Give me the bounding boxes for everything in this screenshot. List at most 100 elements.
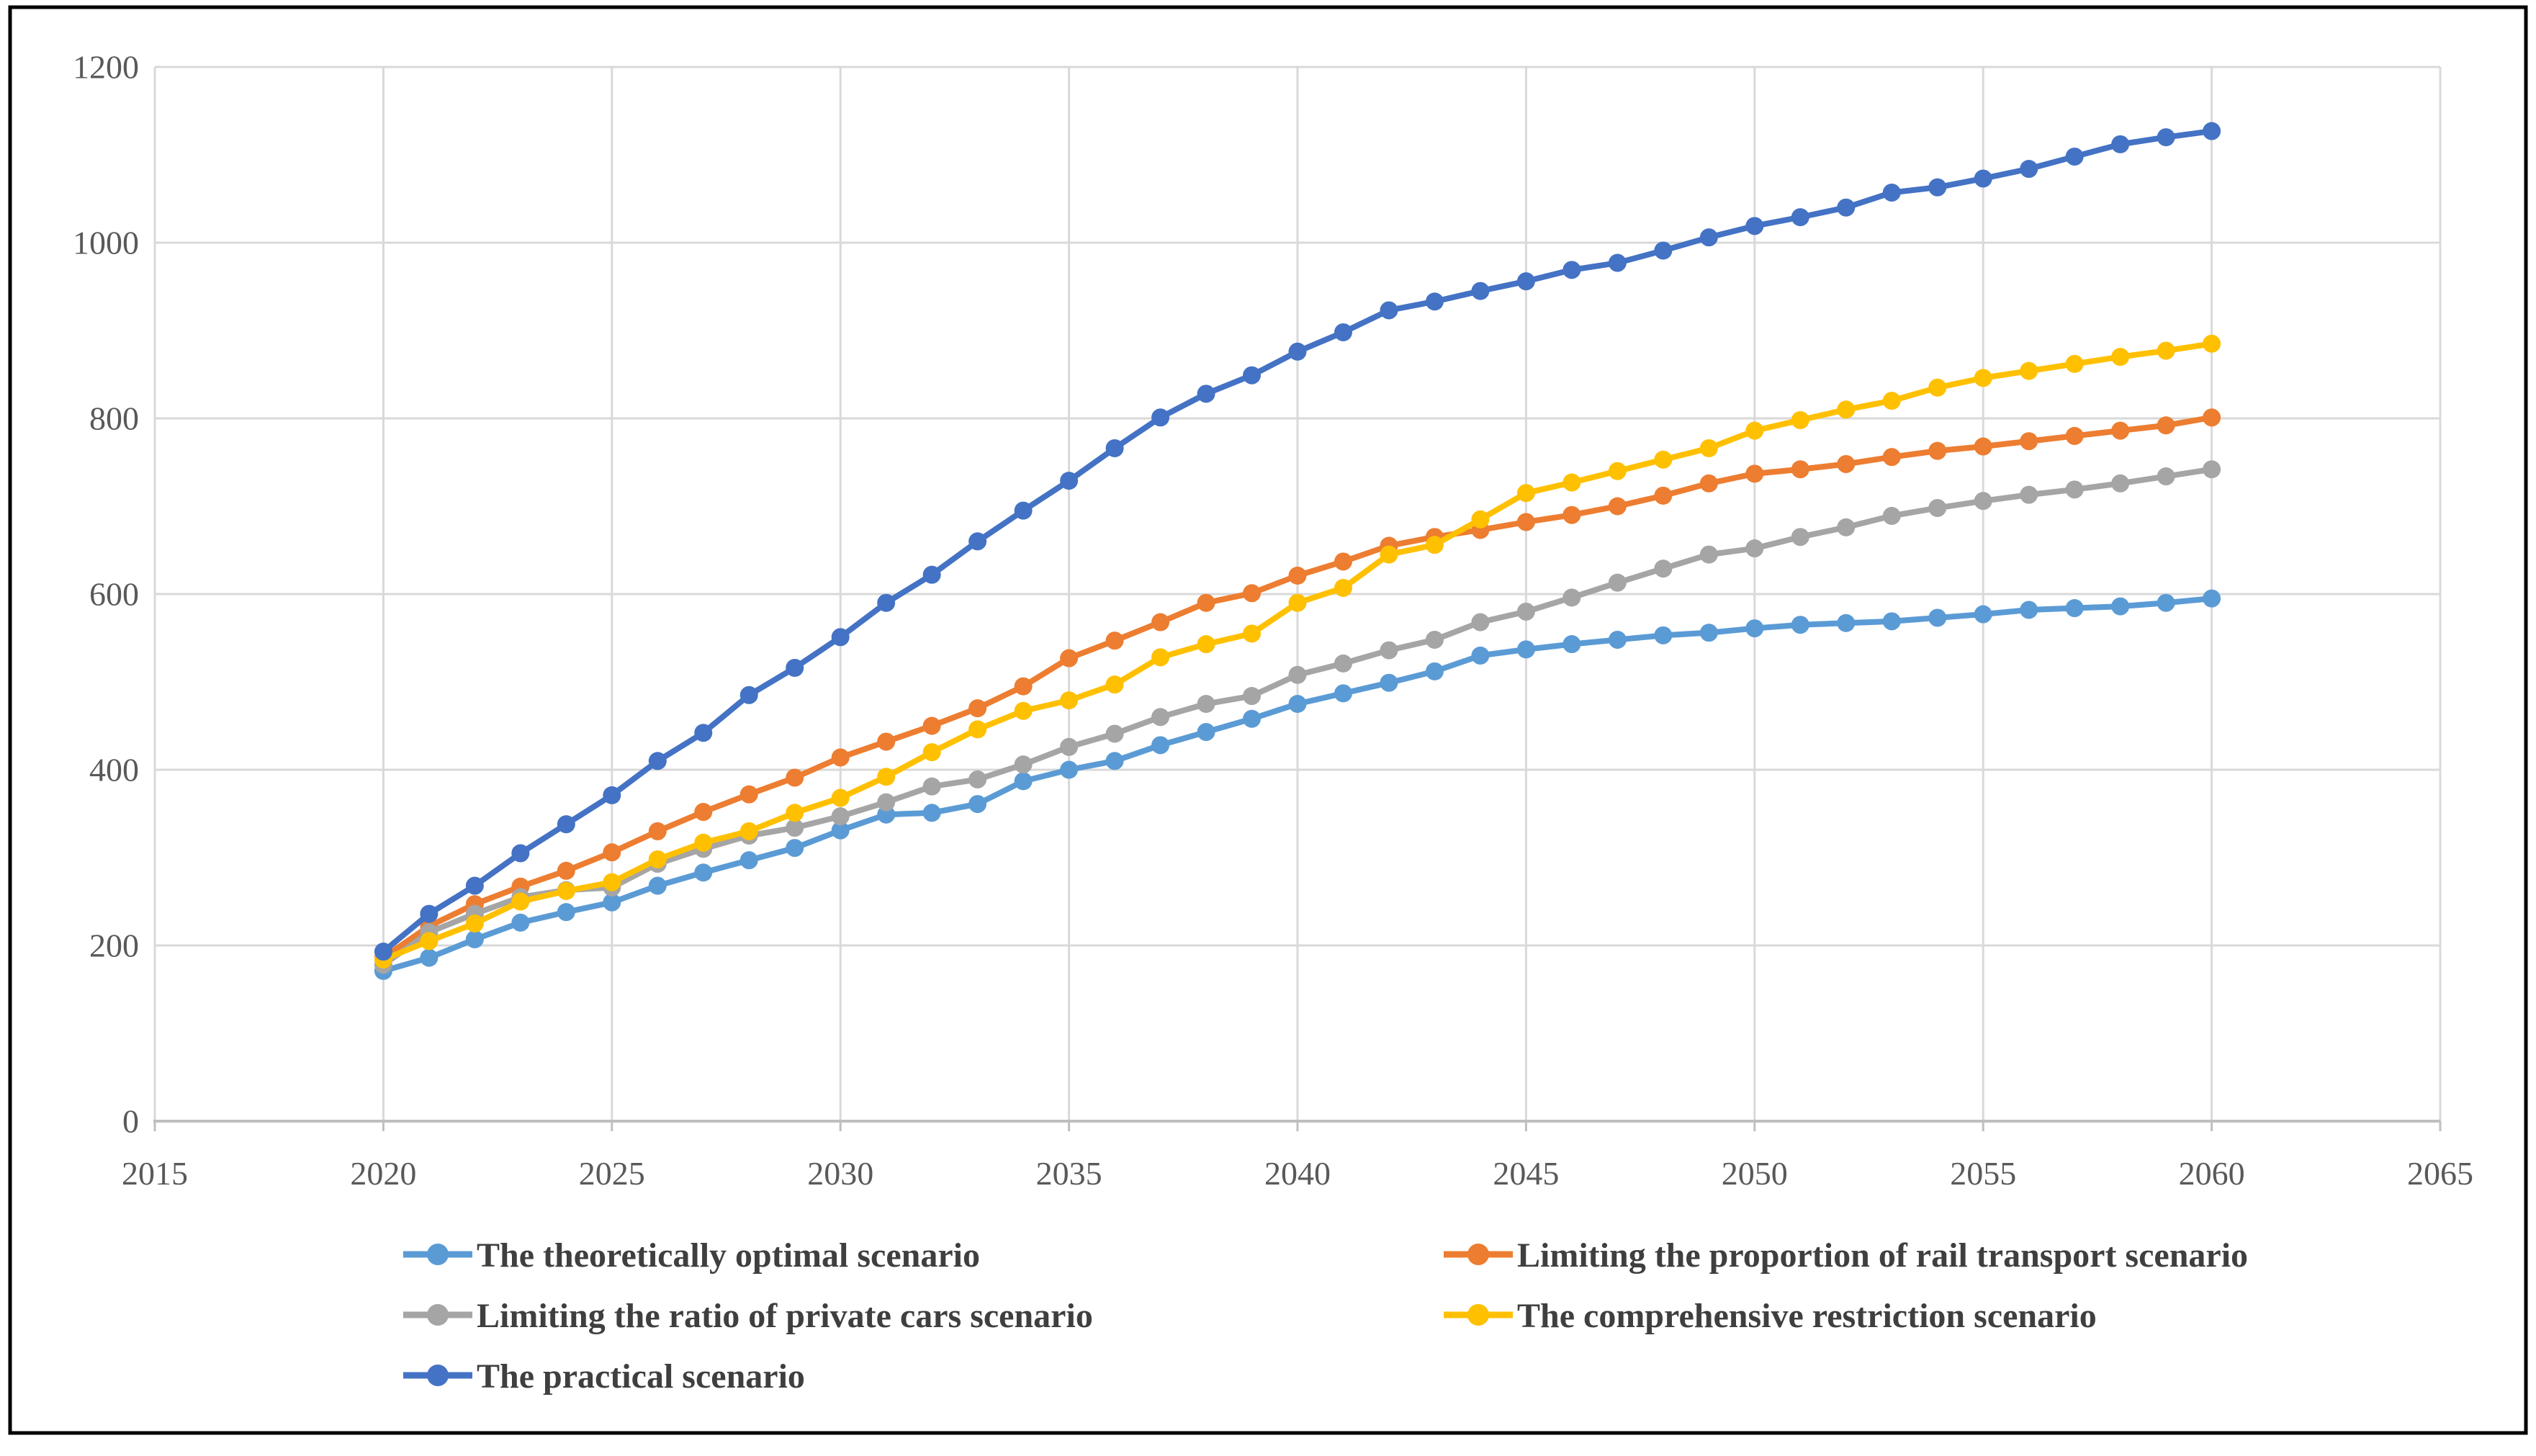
series-0-point-2052 [1837, 614, 1856, 632]
series-4-point-2042 [1380, 301, 1398, 320]
x-axis-tick-label-2025: 2025 [579, 1155, 645, 1192]
series-2-point-2038 [1197, 695, 1215, 713]
series-4-point-2033 [968, 532, 987, 551]
series-2-point-2056 [2020, 485, 2038, 504]
series-1-point-2026 [648, 822, 667, 840]
series-1-point-2058 [2111, 421, 2130, 440]
series-4-point-2053 [1882, 183, 1901, 202]
figure-border [8, 5, 2528, 1435]
series-1-point-2045 [1516, 513, 1535, 531]
series-3-point-2037 [1151, 648, 1170, 667]
series-4-point-2060 [2203, 122, 2221, 140]
series-4-point-2023 [511, 844, 530, 863]
series-1-point-2037 [1151, 613, 1170, 632]
series-4-point-2020 [374, 943, 392, 961]
series-4-point-2051 [1791, 208, 1809, 227]
series-4-point-2057 [2065, 147, 2084, 166]
series-2-point-2041 [1334, 654, 1352, 673]
series-1-point-2047 [1608, 497, 1627, 516]
series-0-point-2043 [1425, 662, 1444, 680]
series-0-point-2027 [694, 863, 713, 882]
series-4-point-2026 [648, 752, 667, 770]
series-3-point-2047 [1608, 462, 1627, 480]
y-axis-tick-label-1000: 1000 [73, 225, 139, 261]
series-3-point-2044 [1471, 510, 1490, 529]
series-3-point-2029 [786, 804, 804, 822]
series-1-point-2032 [922, 716, 941, 735]
series-0-point-2030 [831, 821, 850, 840]
series-3-point-2052 [1837, 400, 1856, 419]
series-4-point-2047 [1608, 253, 1627, 272]
series-1-point-2030 [831, 748, 850, 767]
series-1-point-2048 [1654, 486, 1673, 505]
series-0-point-2031 [877, 805, 896, 824]
legend-marker-dot-4 [427, 1365, 449, 1386]
series-4-point-2025 [603, 786, 621, 804]
series-3-point-2049 [1699, 439, 1718, 457]
series-1-point-2046 [1562, 505, 1581, 524]
series-1-point-2041 [1334, 552, 1352, 571]
series-0-point-2032 [922, 804, 941, 822]
series-4-point-2044 [1471, 282, 1490, 300]
series-4-point-2058 [2111, 135, 2130, 153]
series-3-point-2060 [2203, 334, 2221, 353]
series-4-point-2046 [1562, 261, 1581, 279]
series-1-point-2060 [2203, 408, 2221, 427]
x-axis-tick-label-2045: 2045 [1493, 1155, 1559, 1192]
series-0-point-2029 [786, 839, 804, 858]
series-1-point-2056 [2020, 432, 2038, 451]
series-2-point-2045 [1516, 602, 1535, 621]
series-3-point-2050 [1745, 421, 1764, 440]
series-2-point-2059 [2157, 467, 2175, 486]
series-2-point-2047 [1608, 573, 1627, 592]
series-2-point-2042 [1380, 641, 1398, 660]
series-4-point-2054 [1928, 178, 1947, 197]
series-2-point-2055 [1974, 492, 1992, 511]
legend-marker-dot-2 [427, 1304, 449, 1326]
series-0-point-2047 [1608, 630, 1627, 649]
series-3-point-2028 [739, 822, 758, 840]
series-1-point-2027 [694, 803, 713, 822]
series-4-point-2041 [1334, 323, 1352, 341]
series-0-point-2057 [2065, 599, 2084, 618]
legend-item-1: Limiting the proportion of rail transpor… [1444, 1236, 2248, 1275]
legend-marker-dot-0 [427, 1244, 449, 1265]
series-4-point-2037 [1151, 408, 1170, 427]
y-axis-tick-label-200: 200 [89, 927, 139, 964]
series-3-point-2040 [1288, 593, 1307, 612]
series-3-point-2041 [1334, 578, 1352, 597]
series-1-point-2031 [877, 732, 896, 751]
x-axis-tick-label-2060: 2060 [2179, 1155, 2245, 1192]
series-3-point-2024 [557, 881, 575, 900]
series-4-point-2039 [1243, 366, 1262, 385]
series-3-point-2057 [2065, 354, 2084, 373]
x-axis-tick-label-2040: 2040 [1264, 1155, 1331, 1192]
series-4-point-2032 [922, 565, 941, 584]
series-1-point-2038 [1197, 593, 1215, 612]
series-2-point-2052 [1837, 518, 1856, 536]
x-axis-tick-label-2020: 2020 [350, 1155, 416, 1192]
series-4-point-2038 [1197, 385, 1215, 403]
series-0-point-2053 [1882, 612, 1901, 631]
series-2-point-2054 [1928, 498, 1947, 517]
series-0-point-2045 [1516, 640, 1535, 659]
x-axis-tick-label-2015: 2015 [122, 1155, 188, 1192]
series-3-point-2039 [1243, 624, 1262, 643]
series-0-point-2026 [648, 876, 667, 895]
series-2-point-2060 [2203, 460, 2221, 479]
y-axis-tick-label-0: 0 [122, 1103, 139, 1140]
legend-label-0: The theoretically optimal scenario [477, 1236, 980, 1275]
legend-item-4: The practical scenario [403, 1357, 805, 1396]
series-2-point-2032 [922, 777, 941, 796]
series-1-point-2051 [1791, 460, 1809, 479]
series-0-point-2042 [1380, 673, 1398, 692]
series-1-point-2034 [1014, 677, 1033, 696]
x-axis-tick-label-2030: 2030 [807, 1155, 873, 1192]
series-2-point-2051 [1791, 528, 1809, 547]
legend-label-3: The comprehensive restriction scenario [1517, 1297, 2097, 1335]
series-1-point-2052 [1837, 454, 1856, 473]
series-0-point-2038 [1197, 723, 1215, 742]
series-4-point-2056 [2020, 160, 2038, 179]
series-4-point-2031 [877, 593, 896, 612]
series-3-point-2036 [1105, 675, 1124, 694]
